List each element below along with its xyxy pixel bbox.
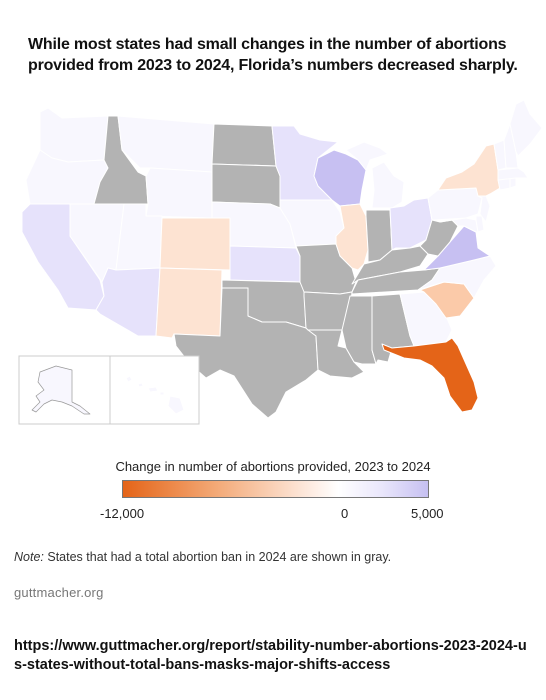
state-north-dakota[interactable] <box>211 123 277 167</box>
note-text: States that had a total abortion ban in … <box>43 550 392 564</box>
state-massachusetts[interactable] <box>497 167 529 181</box>
state-maine[interactable] <box>509 100 543 157</box>
state-washington[interactable] <box>39 107 109 163</box>
state-south-dakota[interactable] <box>211 163 281 209</box>
state-rhode-island[interactable] <box>509 177 517 189</box>
legend-color-bar <box>122 480 429 498</box>
source-url[interactable]: https://www.guttmacher.org/report/stabil… <box>14 638 527 673</box>
state-michigan[interactable] <box>345 141 405 209</box>
us-choropleth-map <box>18 100 543 425</box>
legend-max-label: 5,000 <box>411 506 444 521</box>
state-hawaii[interactable] <box>125 375 185 415</box>
source-credit: guttmacher.org <box>14 585 104 600</box>
note: Note: States that had a total abortion b… <box>14 550 391 564</box>
state-new-hampshire[interactable] <box>503 123 519 169</box>
note-label: Note: <box>14 550 44 564</box>
state-texas[interactable] <box>173 287 319 419</box>
chart-title: While most states had small changes in t… <box>28 36 518 74</box>
state-louisiana[interactable] <box>307 329 365 379</box>
state-arizona[interactable] <box>95 267 161 337</box>
state-illinois[interactable] <box>335 203 369 271</box>
state-pennsylvania[interactable] <box>427 187 483 221</box>
state-alaska[interactable] <box>31 365 91 415</box>
state-new-mexico[interactable] <box>155 267 223 339</box>
legend-zero-label: 0 <box>341 506 349 521</box>
state-colorado[interactable] <box>159 217 231 271</box>
legend-min-label: -12,000 <box>100 506 145 521</box>
state-florida[interactable] <box>381 337 479 413</box>
state-new-york[interactable] <box>437 143 501 197</box>
state-wyoming[interactable] <box>145 167 213 219</box>
legend-title: Change in number of abortions provided, … <box>115 459 431 474</box>
state-maryland[interactable] <box>439 217 479 233</box>
state-north-carolina[interactable] <box>417 255 497 299</box>
state-kansas[interactable] <box>229 245 301 283</box>
